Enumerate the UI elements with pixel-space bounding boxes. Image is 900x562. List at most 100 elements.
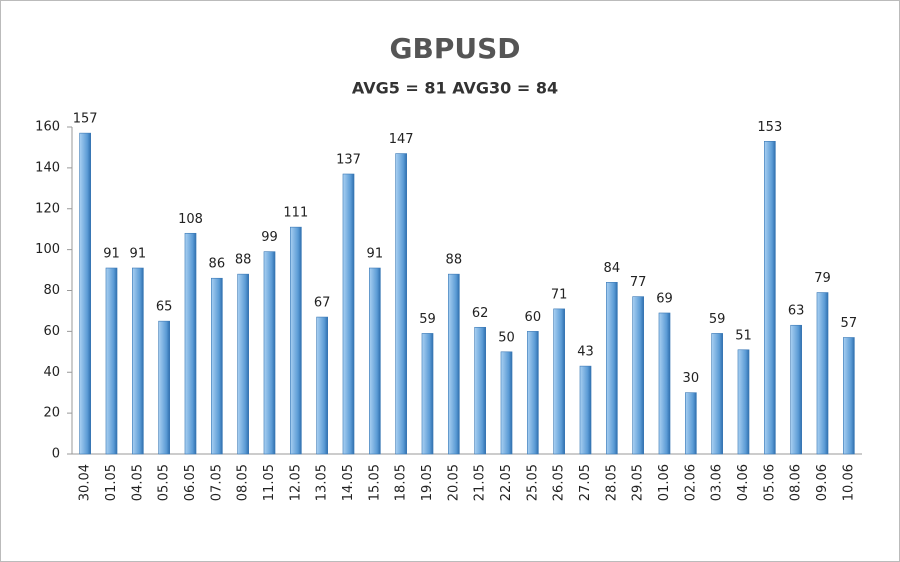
x-tick-label: 29.05 xyxy=(631,464,646,501)
y-tick-label: 0 xyxy=(52,447,60,462)
chart-subtitle: AVG5 = 81 AVG30 = 84 xyxy=(352,79,558,98)
bar xyxy=(211,277,223,455)
value-label: 69 xyxy=(656,291,673,306)
value-label: 71 xyxy=(551,287,568,302)
bar xyxy=(395,153,407,455)
value-label: 60 xyxy=(525,310,542,325)
bar xyxy=(237,273,249,455)
bar xyxy=(421,333,434,455)
x-tick-label: 28.05 xyxy=(604,464,619,501)
x-tick-label: 04.06 xyxy=(736,464,751,501)
value-label: 43 xyxy=(577,345,594,360)
bar xyxy=(764,141,776,455)
value-label: 59 xyxy=(709,312,726,327)
value-label: 67 xyxy=(314,296,331,311)
bar xyxy=(553,308,565,455)
x-tick-label: 22.05 xyxy=(499,464,514,501)
bar xyxy=(790,324,802,455)
x-tick-label: 13.05 xyxy=(315,464,330,501)
x-tick-label: 14.05 xyxy=(341,464,356,501)
bar xyxy=(184,232,197,455)
value-label: 51 xyxy=(735,328,752,343)
bar xyxy=(606,282,618,455)
x-tick-label: 10.06 xyxy=(841,464,856,501)
bar xyxy=(263,251,276,455)
x-tick-label: 21.05 xyxy=(473,464,488,501)
value-label: 84 xyxy=(604,261,621,276)
bar xyxy=(290,226,302,455)
x-tick-label: 19.05 xyxy=(420,464,435,501)
chart-title: GBPUSD xyxy=(390,32,521,65)
value-label: 77 xyxy=(630,275,647,290)
x-tick-label: 26.05 xyxy=(552,464,567,501)
x-tick-label: 05.06 xyxy=(762,464,777,501)
value-label: 153 xyxy=(757,120,782,135)
bar xyxy=(737,349,750,455)
bar xyxy=(500,351,513,455)
value-label: 88 xyxy=(235,253,252,268)
bar xyxy=(369,267,381,455)
bar xyxy=(132,267,144,455)
value-label: 88 xyxy=(446,253,463,268)
value-label: 91 xyxy=(367,247,384,262)
value-label: 79 xyxy=(814,271,831,286)
x-tick-label: 11.05 xyxy=(262,464,277,501)
bar xyxy=(843,337,855,455)
x-tick-label: 18.05 xyxy=(394,464,409,501)
y-tick-label: 120 xyxy=(35,201,60,216)
x-tick-label: 04.05 xyxy=(130,464,145,501)
y-tick-label: 60 xyxy=(43,324,60,339)
value-label: 63 xyxy=(788,304,805,319)
bar xyxy=(658,312,671,455)
x-tick-label: 08.05 xyxy=(236,464,251,501)
x-tick-label: 07.05 xyxy=(209,464,224,501)
value-label: 50 xyxy=(498,330,515,345)
value-label: 137 xyxy=(336,153,361,168)
value-label: 86 xyxy=(209,257,226,272)
x-tick-label: 20.05 xyxy=(446,464,461,501)
x-tick-label: 27.05 xyxy=(578,464,593,501)
y-tick-label: 140 xyxy=(35,160,60,175)
y-tick-label: 20 xyxy=(43,406,60,421)
value-label: 65 xyxy=(156,300,173,315)
value-label: 147 xyxy=(389,132,414,147)
y-tick-label: 80 xyxy=(43,283,60,298)
y-tick-label: 40 xyxy=(43,365,60,380)
bar xyxy=(316,316,328,455)
value-label: 111 xyxy=(283,206,308,221)
x-tick-label: 15.05 xyxy=(367,464,382,501)
value-label: 91 xyxy=(130,247,147,262)
bar xyxy=(685,392,697,455)
value-label: 57 xyxy=(841,316,858,331)
bar xyxy=(448,273,460,455)
y-tick-label: 100 xyxy=(35,242,60,257)
bar xyxy=(527,331,539,455)
value-label: 59 xyxy=(419,312,436,327)
x-tick-label: 02.06 xyxy=(683,464,698,501)
bar xyxy=(105,267,118,455)
bar xyxy=(632,296,644,455)
bar xyxy=(579,365,592,455)
bar xyxy=(816,292,829,455)
x-tick-label: 25.05 xyxy=(525,464,540,501)
value-label: 91 xyxy=(103,247,120,262)
x-tick-label: 12.05 xyxy=(288,464,303,501)
x-tick-label: 09.06 xyxy=(815,464,830,501)
x-tick-label: 30.04 xyxy=(78,464,93,501)
bar xyxy=(711,333,723,455)
x-tick-label: 03.06 xyxy=(710,464,725,501)
x-tick-label: 01.05 xyxy=(104,464,119,501)
value-label: 62 xyxy=(472,306,489,321)
value-label: 157 xyxy=(73,112,98,127)
bar xyxy=(474,326,486,455)
value-label: 99 xyxy=(261,230,278,245)
bar xyxy=(158,320,170,455)
x-tick-label: 05.05 xyxy=(157,464,172,501)
bar xyxy=(342,173,355,455)
bar xyxy=(79,132,91,455)
x-tick-label: 06.05 xyxy=(183,464,198,501)
y-tick-label: 160 xyxy=(35,120,60,135)
value-label: 108 xyxy=(178,212,203,227)
x-tick-label: 08.06 xyxy=(789,464,804,501)
